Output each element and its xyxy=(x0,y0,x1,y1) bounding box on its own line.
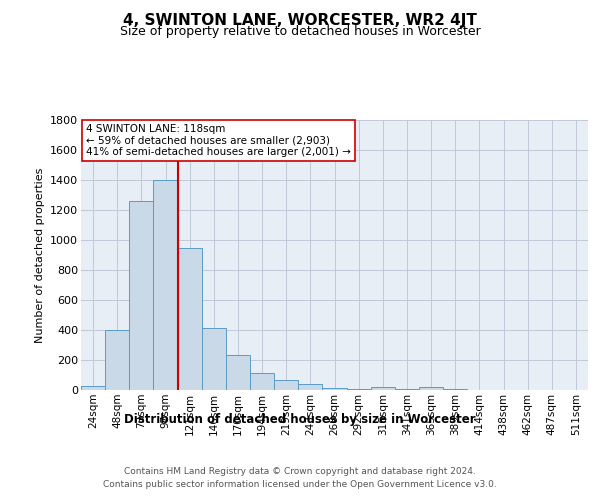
Bar xyxy=(419,387,443,390)
Bar xyxy=(154,180,178,390)
Bar xyxy=(105,330,129,390)
Bar xyxy=(226,355,250,390)
Bar xyxy=(129,201,154,390)
Bar xyxy=(322,388,347,390)
Text: 4, SWINTON LANE, WORCESTER, WR2 4JT: 4, SWINTON LANE, WORCESTER, WR2 4JT xyxy=(123,12,477,28)
Bar xyxy=(202,328,226,390)
Y-axis label: Number of detached properties: Number of detached properties xyxy=(35,168,44,342)
Bar xyxy=(395,389,419,390)
Bar xyxy=(81,386,105,390)
Bar xyxy=(250,373,274,390)
Bar xyxy=(371,387,395,390)
Bar xyxy=(347,389,371,390)
Text: Size of property relative to detached houses in Worcester: Size of property relative to detached ho… xyxy=(119,25,481,38)
Text: Distribution of detached houses by size in Worcester: Distribution of detached houses by size … xyxy=(124,412,476,426)
Bar xyxy=(274,380,298,390)
Text: Contains HM Land Registry data © Crown copyright and database right 2024.: Contains HM Land Registry data © Crown c… xyxy=(124,468,476,476)
Bar xyxy=(178,248,202,390)
Text: 4 SWINTON LANE: 118sqm
← 59% of detached houses are smaller (2,903)
41% of semi-: 4 SWINTON LANE: 118sqm ← 59% of detached… xyxy=(86,124,351,157)
Bar xyxy=(443,389,467,390)
Bar xyxy=(298,384,322,390)
Text: Contains public sector information licensed under the Open Government Licence v3: Contains public sector information licen… xyxy=(103,480,497,489)
